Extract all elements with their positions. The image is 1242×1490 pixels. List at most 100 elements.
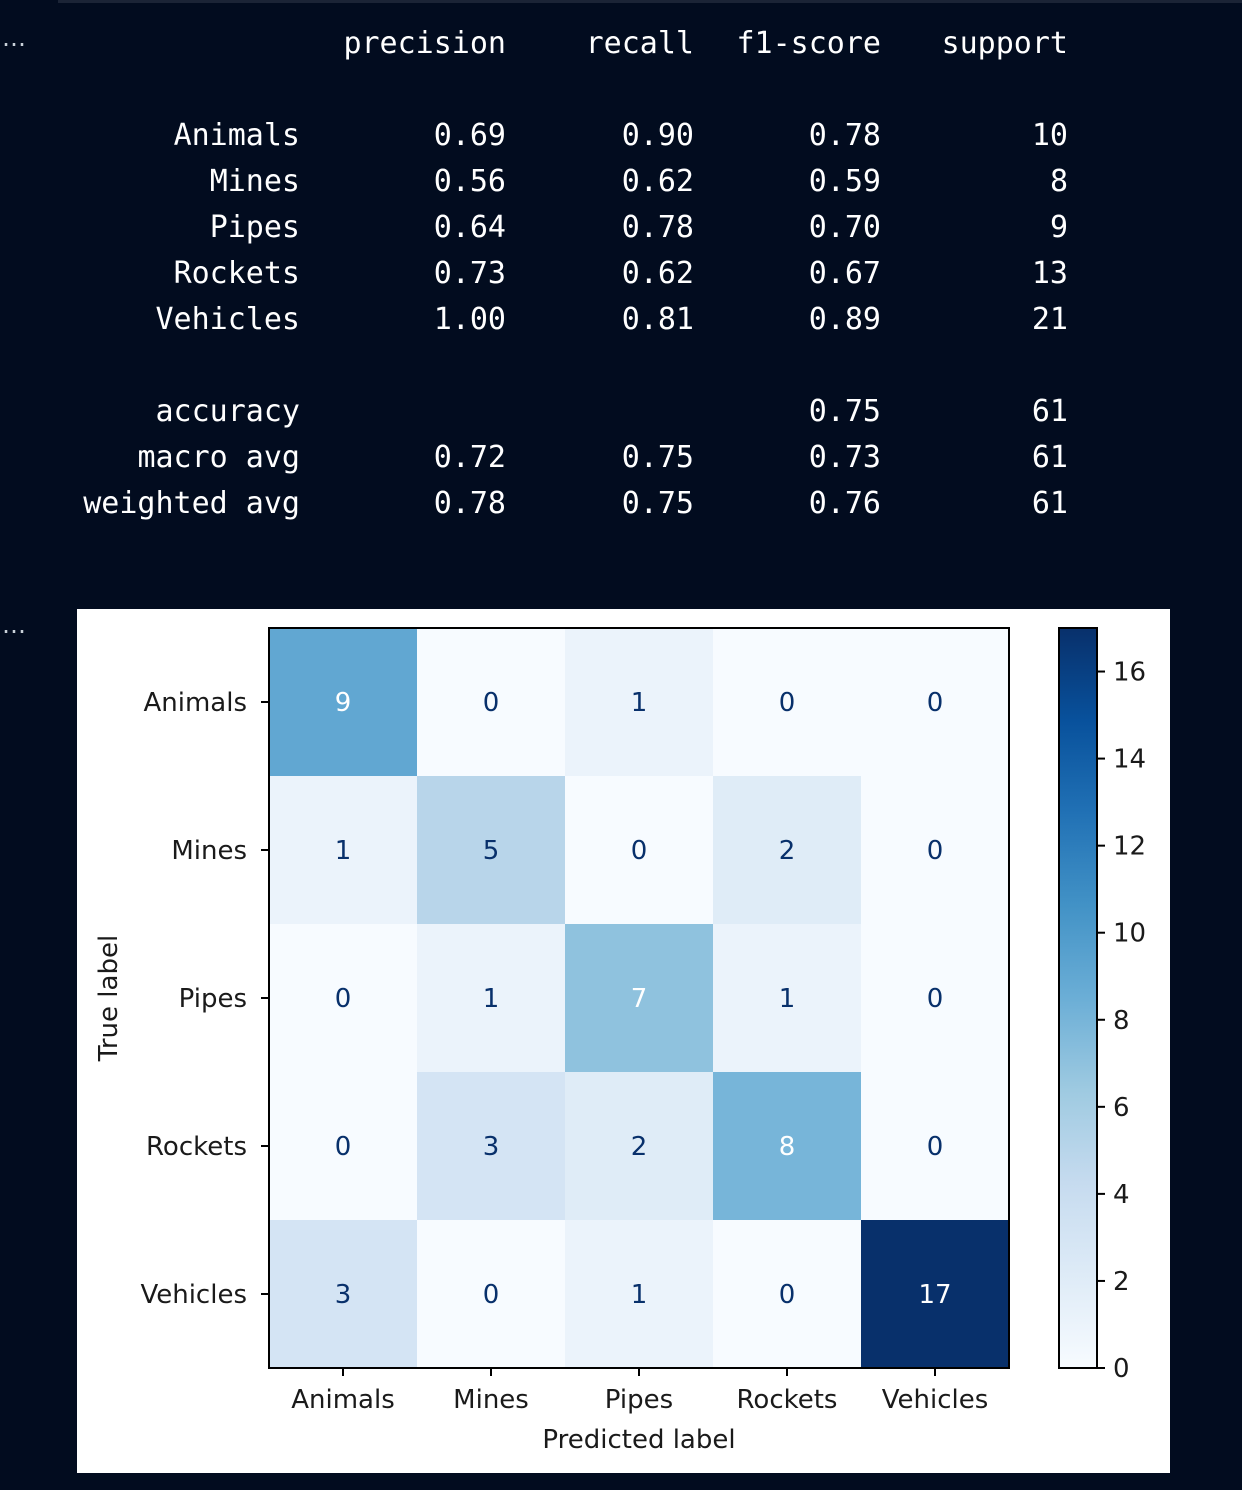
matrix-cell xyxy=(861,1072,1009,1220)
matrix-cell xyxy=(417,628,565,776)
report-summary-support: 61 xyxy=(1031,394,1068,429)
matrix-cell xyxy=(417,924,565,1072)
report-value-recall: 0.90 xyxy=(621,118,694,153)
report-value-support: 21 xyxy=(1031,302,1068,337)
report-summary-f1: 0.76 xyxy=(808,486,881,521)
matrix-cell xyxy=(417,776,565,924)
x-tick-label: Vehicles xyxy=(882,1385,989,1415)
report-summary-precision: 0.78 xyxy=(433,486,506,521)
matrix-cell-value: 3 xyxy=(335,1280,352,1310)
matrix-cell xyxy=(417,1072,565,1220)
matrix-cell-value: 2 xyxy=(631,1132,648,1162)
report-summary-f1: 0.73 xyxy=(808,440,881,475)
output-prompt-report[interactable]: … xyxy=(2,24,27,52)
colorbar-tick-label: 14 xyxy=(1113,745,1146,775)
report-header-recall: recall xyxy=(585,26,694,61)
colorbar-tick-label: 16 xyxy=(1113,658,1146,688)
report-row-label: Mines xyxy=(209,164,300,199)
matrix-cell-value: 3 xyxy=(483,1132,500,1162)
colorbar-tick-label: 4 xyxy=(1113,1180,1130,1210)
report-summary-support: 61 xyxy=(1031,440,1068,475)
colorbar-tick-label: 2 xyxy=(1113,1267,1130,1297)
matrix-cell xyxy=(565,924,713,1072)
report-summary-label: macro avg xyxy=(137,440,300,475)
confusion-matrix-figure: 9 0 1 0 0 1 5 0 2 0 0 1 7 1 0 0 3 2 8 0 3 0 1 0 17 Animals Mines Pi… xyxy=(77,609,1170,1473)
report-value-precision: 0.56 xyxy=(433,164,506,199)
matrix-cell xyxy=(861,628,1009,776)
report-value-precision: 0.64 xyxy=(433,210,506,245)
matrix-cell-value: 7 xyxy=(631,984,648,1014)
report-value-f1: 0.59 xyxy=(808,164,881,199)
matrix-cell xyxy=(269,1072,417,1220)
matrix-cell xyxy=(565,1220,713,1368)
report-value-f1: 0.89 xyxy=(808,302,881,337)
y-tick-label: Mines xyxy=(171,836,247,866)
matrix-cell-value: 9 xyxy=(335,688,352,718)
report-value-recall: 0.62 xyxy=(621,164,694,199)
report-header-support: support xyxy=(941,26,1068,61)
report-summary-f1: 0.75 xyxy=(808,394,881,429)
report-header-precision: precision xyxy=(343,26,506,61)
x-tick-label: Pipes xyxy=(605,1385,673,1415)
matrix-cell xyxy=(269,628,417,776)
report-value-f1: 0.78 xyxy=(808,118,881,153)
matrix-cell xyxy=(565,776,713,924)
matrix-cell xyxy=(713,628,861,776)
matrix-cell-value: 0 xyxy=(779,688,796,718)
output-prompt-figure[interactable]: … xyxy=(2,611,27,639)
matrix-cell xyxy=(713,924,861,1072)
matrix-cell xyxy=(565,1072,713,1220)
matrix-cell-value: 1 xyxy=(483,984,500,1014)
matrix-cell xyxy=(269,776,417,924)
matrix-cell-value: 5 xyxy=(483,836,500,866)
y-tick-label: Rockets xyxy=(146,1132,247,1162)
report-summary-label: accuracy xyxy=(155,394,301,429)
matrix-cell-value: 8 xyxy=(779,1132,796,1162)
matrix-cell xyxy=(565,628,713,776)
matrix-cell-value: 0 xyxy=(779,1280,796,1310)
colorbar-tick-label: 8 xyxy=(1113,1006,1130,1036)
matrix-cell xyxy=(861,776,1009,924)
matrix-cell-value: 0 xyxy=(335,1132,352,1162)
report-header-f1-score: f1-score xyxy=(736,26,882,61)
matrix-cell xyxy=(269,924,417,1072)
matrix-cell-value: 0 xyxy=(927,984,944,1014)
y-tick-label: Vehicles xyxy=(140,1280,247,1310)
report-value-support: 8 xyxy=(1049,164,1068,199)
x-tick-label: Mines xyxy=(453,1385,529,1415)
matrix-cell-value: 17 xyxy=(918,1280,951,1310)
report-summary-recall: 0.75 xyxy=(621,440,694,475)
colorbar-tick-label: 10 xyxy=(1113,919,1146,949)
matrix-cell-value: 1 xyxy=(631,1280,648,1310)
matrix-cell xyxy=(861,1220,1009,1368)
report-summary-precision: 0.72 xyxy=(433,440,506,475)
matrix-cell xyxy=(713,1072,861,1220)
matrix-cell-value: 0 xyxy=(927,836,944,866)
colorbar-tick-label: 6 xyxy=(1113,1093,1130,1123)
matrix-cell-value: 0 xyxy=(483,1280,500,1310)
matrix-cell-value: 2 xyxy=(779,836,796,866)
report-value-recall: 0.62 xyxy=(621,256,694,291)
colorbar-tick-label: 12 xyxy=(1113,832,1146,862)
report-value-precision: 0.69 xyxy=(433,118,506,153)
report-value-support: 9 xyxy=(1049,210,1068,245)
matrix-cell-value: 1 xyxy=(779,984,796,1014)
report-summary-label: weighted avg xyxy=(83,486,300,521)
matrix-cell-value: 1 xyxy=(335,836,352,866)
matrix-cell xyxy=(417,1220,565,1368)
matrix-cell-value: 0 xyxy=(483,688,500,718)
confusion-matrix-chart: 9 0 1 0 01 5 0 2 00 1 7 1 00 3 2 8 03 0 1 0 17AnimalsMinesPi… xyxy=(94,627,1146,1455)
report-row-label: Pipes xyxy=(209,210,300,245)
x-tick-label: Animals xyxy=(291,1385,395,1415)
colorbar xyxy=(1058,627,1098,1369)
report-value-precision: 0.73 xyxy=(433,256,506,291)
report-summary-recall: 0.75 xyxy=(621,486,694,521)
report-row-label: Vehicles xyxy=(155,302,301,337)
matrix-cell xyxy=(713,1220,861,1368)
report-value-support: 13 xyxy=(1031,256,1068,291)
report-value-precision: 1.00 xyxy=(433,302,506,337)
colorbar-tick-label: 0 xyxy=(1113,1354,1130,1384)
matrix-cell-value: 0 xyxy=(927,1132,944,1162)
cell-top-border xyxy=(58,0,1242,3)
x-tick-label: Rockets xyxy=(737,1385,838,1415)
